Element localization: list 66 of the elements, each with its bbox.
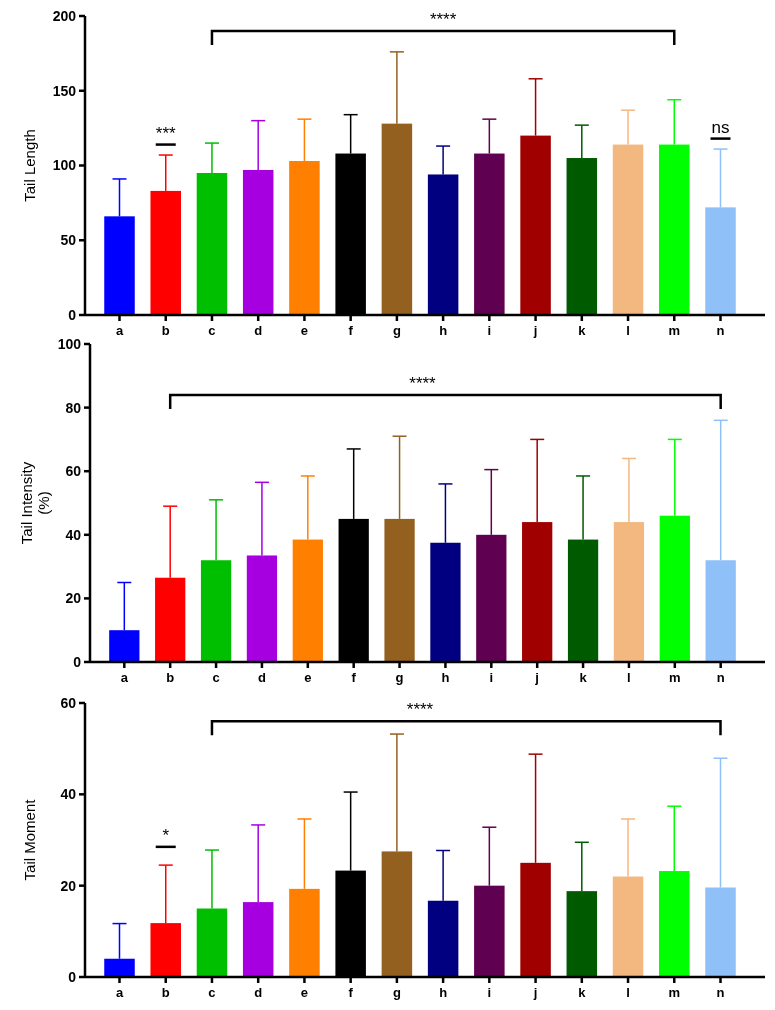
x-tick-label: m [668, 323, 681, 338]
x-tick-label: l [627, 670, 631, 685]
x-tick-label: b [161, 985, 170, 1000]
y-tick-label: 100 [57, 335, 82, 352]
x-tick-label: e [300, 323, 309, 338]
y-tick-label: 40 [65, 526, 82, 543]
x-tick-label: f [351, 670, 357, 685]
y-tick-label: 50 [60, 232, 77, 249]
x-tick-label: d [254, 985, 263, 1000]
annotation: * [162, 825, 170, 845]
x-tick-label: f [348, 323, 354, 338]
x-tick-label: i [487, 985, 492, 1000]
x-tick-label: d [254, 323, 263, 338]
x-tick-label: j [534, 670, 539, 685]
x-tick-label: f [348, 985, 354, 1000]
x-tick-label: e [300, 985, 309, 1000]
y-axis-title: Tail Length [21, 129, 38, 202]
x-tick-label: j [532, 985, 538, 1000]
y-tick-label: 20 [65, 590, 82, 607]
annotation: **** [409, 373, 437, 393]
y-tick-label: 100 [52, 157, 77, 174]
y-tick-label: 200 [52, 7, 77, 24]
y-axis-title: Tail Intensity (%) [17, 461, 52, 545]
x-tick-label: a [115, 985, 124, 1000]
y-tick-label: 40 [60, 786, 77, 803]
y-tick-label: 150 [52, 82, 77, 99]
y-axis-title: Tail Moment [21, 798, 38, 881]
x-tick-label: m [668, 985, 681, 1000]
y-tick-label: 60 [60, 694, 77, 711]
x-tick-label: e [304, 670, 312, 685]
x-tick-label: k [578, 985, 587, 1000]
x-tick-label: l [626, 323, 630, 338]
y-tick-label: 0 [68, 968, 77, 985]
x-tick-label: h [439, 323, 448, 338]
y-tick-label: 20 [60, 877, 77, 894]
x-tick-label: h [439, 985, 448, 1000]
x-tick-label: g [392, 985, 401, 1000]
x-tick-label: n [716, 323, 725, 338]
annotation: **** [429, 9, 457, 29]
x-tick-label: k [578, 323, 587, 338]
x-tick-label: n [716, 985, 725, 1000]
x-tick-label: n [716, 670, 725, 685]
x-tick-label: k [579, 670, 588, 685]
y-tick-label: 60 [65, 463, 82, 480]
x-tick-label: a [120, 670, 129, 685]
y-tick-label: 0 [73, 653, 82, 670]
x-tick-label: c [212, 670, 220, 685]
x-tick-label: d [257, 670, 266, 685]
x-tick-label: b [166, 670, 175, 685]
x-tick-label: l [626, 985, 630, 1000]
y-tick-label: 0 [68, 306, 77, 323]
x-tick-label: b [161, 323, 170, 338]
annotation: *** [155, 123, 177, 143]
x-tick-label: m [669, 670, 681, 685]
x-tick-label: a [115, 323, 124, 338]
x-tick-label: c [208, 323, 216, 338]
annotation: **** [406, 700, 434, 720]
x-tick-label: g [395, 670, 404, 685]
x-tick-label: g [392, 323, 401, 338]
x-tick-label: c [208, 985, 216, 1000]
annotation: ns [711, 117, 730, 137]
x-tick-label: i [487, 323, 492, 338]
x-tick-label: h [441, 670, 450, 685]
x-tick-label: j [532, 323, 538, 338]
y-tick-label: 80 [65, 399, 82, 416]
x-tick-label: i [489, 670, 494, 685]
